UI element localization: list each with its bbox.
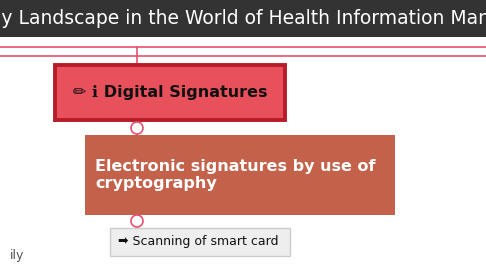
Text: logy Landscape in the World of Health Information Manag: logy Landscape in the World of Health In… [0, 9, 486, 28]
Text: ily: ily [10, 248, 24, 262]
FancyBboxPatch shape [110, 228, 290, 256]
Circle shape [131, 215, 143, 227]
Text: ✏️ ℹ️ Digital Signatures: ✏️ ℹ️ Digital Signatures [73, 85, 267, 100]
Text: Electronic signatures by use of
cryptography: Electronic signatures by use of cryptogr… [95, 159, 376, 191]
FancyBboxPatch shape [0, 0, 486, 37]
Circle shape [131, 122, 143, 134]
FancyBboxPatch shape [55, 65, 285, 120]
FancyBboxPatch shape [85, 135, 395, 215]
Text: ➡ Scanning of smart card: ➡ Scanning of smart card [118, 235, 278, 248]
